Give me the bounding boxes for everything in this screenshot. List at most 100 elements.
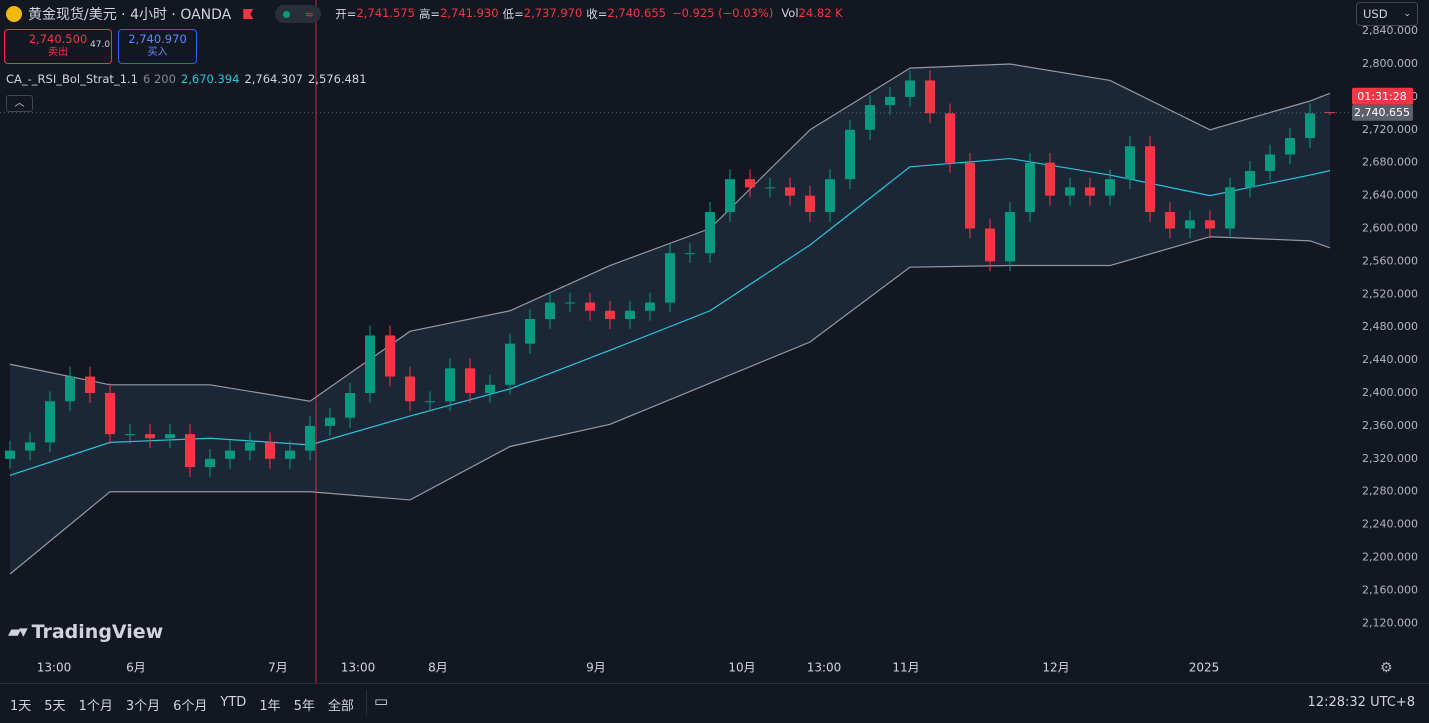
candle-body bbox=[665, 253, 675, 303]
ohlc-value: 2,740.655 bbox=[607, 6, 666, 20]
sell-label: 卖出 bbox=[48, 47, 68, 58]
y-tick-label: 2,560.000 bbox=[1362, 254, 1418, 267]
candle-body bbox=[1305, 113, 1315, 139]
candle-body bbox=[905, 80, 915, 97]
y-tick-label: 2,440.000 bbox=[1362, 353, 1418, 366]
candle-body bbox=[645, 302, 655, 311]
ohlc-label: 收= bbox=[586, 7, 608, 21]
range-button[interactable]: 1年 bbox=[259, 699, 281, 714]
x-tick-label: 12月 bbox=[1042, 661, 1069, 675]
x-tick-label: 7月 bbox=[268, 661, 288, 675]
divider bbox=[366, 690, 367, 716]
spread: 47.0 bbox=[90, 40, 111, 50]
candle-body bbox=[225, 450, 235, 459]
candle-body bbox=[45, 401, 55, 443]
sell-price: 2,740.500 bbox=[28, 32, 88, 46]
candle-body bbox=[685, 253, 695, 255]
status-pill[interactable]: ≈ bbox=[275, 5, 322, 23]
indicator-line bbox=[9, 157, 1331, 476]
candle-body bbox=[885, 96, 895, 106]
y-tick-label: 2,200.000 bbox=[1362, 551, 1418, 564]
range-button[interactable]: 3个月 bbox=[125, 699, 161, 714]
range-button[interactable]: 5年 bbox=[293, 699, 315, 714]
indicator-name[interactable]: CA_-_RSI_Bol_Strat_1.1 bbox=[6, 72, 138, 86]
candle-body bbox=[1025, 162, 1035, 213]
y-tick-label: 2,680.000 bbox=[1362, 156, 1418, 169]
candle-body bbox=[925, 80, 935, 114]
range-button[interactable]: YTD bbox=[220, 695, 247, 710]
collapse-button[interactable]: ︿ bbox=[6, 95, 33, 112]
candle-body bbox=[745, 179, 755, 188]
candle-body bbox=[305, 425, 315, 451]
candle-body bbox=[1105, 179, 1115, 196]
candle-body bbox=[1125, 146, 1135, 180]
x-tick-label: 8月 bbox=[428, 661, 448, 675]
candle-body bbox=[325, 417, 335, 426]
candle-body bbox=[125, 434, 135, 436]
candle-body bbox=[605, 310, 615, 319]
countdown-bg bbox=[1352, 87, 1413, 105]
indicator-value: 2,764.307 bbox=[244, 72, 303, 86]
candle-body bbox=[85, 376, 95, 394]
x-tick-label: 10月 bbox=[728, 661, 755, 675]
candle-body bbox=[945, 113, 955, 163]
indicator-value: 2,670.394 bbox=[180, 72, 240, 86]
change: −0.925 (−0.03%) bbox=[671, 6, 774, 20]
sell-button[interactable]: 2,740.500 卖出 bbox=[4, 29, 112, 64]
ohlc-value: 2,741.575 bbox=[356, 6, 415, 20]
candle-body bbox=[825, 179, 835, 213]
range-button[interactable]: 1个月 bbox=[78, 699, 113, 714]
range-button[interactable]: 全部 bbox=[327, 699, 354, 714]
range-button[interactable]: 5天 bbox=[44, 699, 66, 714]
range-button[interactable]: 6个月 bbox=[173, 699, 208, 714]
candle-body bbox=[1265, 154, 1275, 171]
candle-body bbox=[105, 393, 115, 435]
candle-body bbox=[765, 187, 775, 189]
candle-body bbox=[565, 302, 575, 304]
x-tick-label: 13:00 bbox=[807, 661, 842, 675]
range-button[interactable]: 1天 bbox=[10, 699, 32, 714]
header: 黄金现货/美元 · 4小时 · OANDA ≈ 开= 2,741.575 高= 2,… bbox=[6, 4, 843, 24]
status-dot bbox=[282, 10, 290, 18]
candle-body bbox=[845, 129, 855, 180]
settings-icon[interactable]: ⚙ bbox=[1380, 660, 1393, 676]
currency-select[interactable]: USD ⌄ bbox=[1356, 2, 1418, 26]
symbol-icon bbox=[6, 6, 22, 22]
candle-body bbox=[1005, 212, 1015, 262]
y-tick-label: 2,400.000 bbox=[1362, 386, 1418, 399]
candle-body bbox=[425, 401, 435, 403]
candle-body bbox=[145, 434, 155, 439]
y-tick-label: 2,280.000 bbox=[1362, 485, 1418, 498]
candle-body bbox=[805, 195, 815, 213]
ohlc-label: 开= bbox=[335, 7, 357, 21]
candle-body bbox=[465, 368, 475, 394]
candle-body bbox=[285, 450, 295, 459]
candle-body bbox=[245, 442, 255, 451]
candle-body bbox=[545, 302, 555, 319]
candle-body bbox=[625, 310, 635, 319]
x-tick-label: 13:00 bbox=[37, 661, 72, 675]
candle-body bbox=[965, 162, 975, 229]
status-wave: ≈ bbox=[304, 7, 314, 21]
indicator-line bbox=[9, 236, 1331, 575]
candle-body bbox=[185, 434, 195, 468]
indicator-params: 6 200 bbox=[142, 72, 176, 86]
ohlc-value: 2,741.930 bbox=[440, 6, 499, 20]
date-range-icon[interactable]: ▭ bbox=[374, 692, 389, 710]
ohlc-value: 2,737.970 bbox=[523, 6, 583, 20]
y-tick-label: 2,360.000 bbox=[1362, 419, 1418, 432]
y-tick-label: 2,480.000 bbox=[1362, 320, 1418, 333]
buy-button[interactable]: 2,740.970 买入 bbox=[118, 29, 197, 64]
flag[interactable] bbox=[243, 9, 254, 19]
symbol[interactable]: 黄金现货/美元 · 4小时 · OANDA bbox=[28, 7, 232, 23]
clock[interactable]: 12:28:32 UTC+8 bbox=[1307, 695, 1415, 710]
x-tick-label: 13:00 bbox=[341, 661, 376, 675]
candle-body bbox=[65, 376, 75, 402]
candle-body bbox=[1045, 162, 1055, 196]
vol: 24.82 K bbox=[798, 6, 843, 20]
y-tick-label: 2,600.000 bbox=[1362, 222, 1418, 235]
candle-body bbox=[345, 393, 355, 418]
candle-body bbox=[705, 212, 715, 254]
